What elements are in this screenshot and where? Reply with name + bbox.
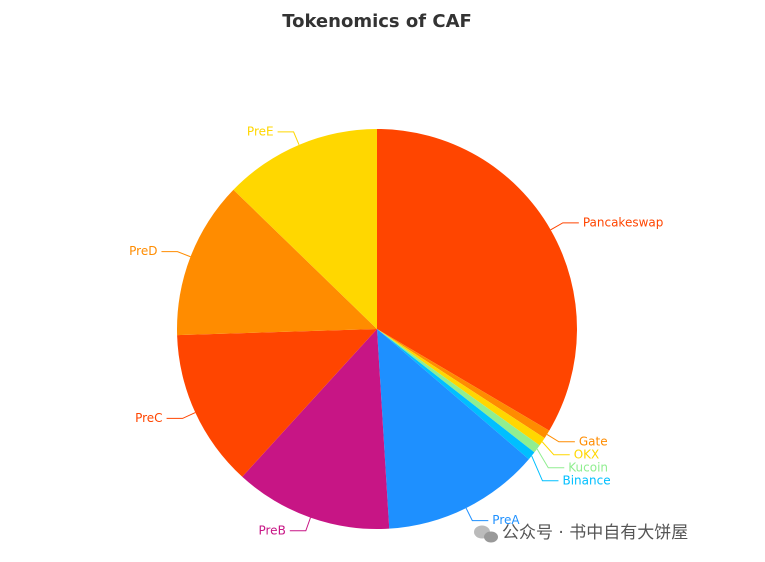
- leader-line: [161, 251, 191, 258]
- leader-line: [531, 455, 559, 482]
- leader-line: [546, 433, 575, 443]
- slice-label: PreE: [247, 124, 274, 138]
- slice-label: Binance: [562, 473, 610, 487]
- pie-slice: [177, 329, 377, 477]
- chart-title: Tokenomics of CAF: [282, 11, 472, 32]
- slice-label: OKX: [574, 447, 600, 461]
- slice-label: PreA: [492, 513, 520, 527]
- pie-slice: [233, 129, 377, 329]
- pie-slice: [377, 329, 545, 446]
- pie-slice: [377, 329, 540, 453]
- leader-line: [277, 131, 300, 146]
- pie-slice: [177, 189, 377, 336]
- pie-slice: [242, 329, 390, 529]
- leader-line: [289, 517, 311, 532]
- slice-label: Pancakeswap: [583, 215, 664, 229]
- leader-line: [166, 412, 196, 419]
- pie-slice: [377, 329, 550, 439]
- pie-slice: [377, 329, 535, 460]
- pie-slice: [377, 129, 577, 431]
- slice-label: PreC: [135, 411, 162, 425]
- slice-label: PreB: [258, 523, 285, 537]
- slice-label: Kucoin: [568, 460, 608, 474]
- leader-line: [541, 441, 570, 456]
- slice-label: Gate: [579, 434, 608, 448]
- slice-label: PreD: [129, 244, 157, 258]
- watermark: 公众号 · 书中自有大饼屋: [502, 523, 688, 543]
- pie-slice: [377, 329, 529, 529]
- leader-line: [550, 222, 579, 231]
- watermark-icon: [474, 525, 498, 543]
- leader-line: [536, 448, 565, 469]
- leader-line: [465, 507, 489, 522]
